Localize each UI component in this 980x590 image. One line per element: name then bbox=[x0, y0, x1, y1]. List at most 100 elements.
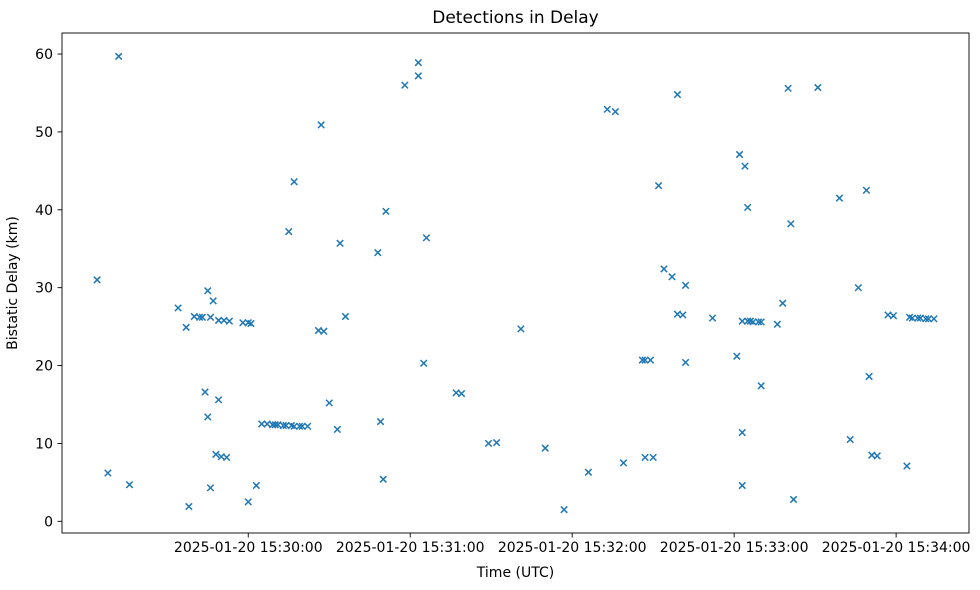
scatter-point bbox=[779, 299, 787, 307]
y-tick-label: 40 bbox=[35, 203, 53, 219]
scatter-point bbox=[735, 150, 744, 159]
scatter-point bbox=[214, 396, 223, 404]
scatter-point bbox=[204, 413, 212, 421]
scatter-point bbox=[619, 459, 628, 467]
scatter-point bbox=[222, 453, 231, 462]
scatter-point bbox=[290, 422, 298, 431]
scatter-point bbox=[749, 318, 757, 326]
scatter-point bbox=[114, 52, 123, 61]
scatter-point bbox=[206, 484, 215, 492]
scatter-point bbox=[336, 239, 344, 248]
scatter-point bbox=[174, 304, 182, 312]
scatter-point bbox=[865, 372, 873, 381]
scatter-point bbox=[708, 314, 717, 322]
scatter-point bbox=[835, 194, 844, 202]
scatter-point bbox=[285, 227, 293, 236]
scatter-point bbox=[757, 382, 765, 390]
scatter-points bbox=[93, 52, 938, 514]
x-tick-label: 2025-01-20 15:30:00 bbox=[174, 540, 323, 556]
scatter-point bbox=[195, 313, 204, 321]
scatter-point bbox=[204, 287, 212, 295]
scatter-point bbox=[104, 469, 112, 477]
scatter-point bbox=[317, 121, 325, 129]
x-tick-label: 2025-01-20 15:31:00 bbox=[336, 540, 485, 556]
y-tick-label: 0 bbox=[44, 514, 53, 530]
scatter-point bbox=[414, 72, 423, 80]
scatter-point bbox=[239, 318, 247, 327]
chart-title: Detections in Delay bbox=[432, 8, 599, 28]
y-axis-ticks: 0 10 20 30 40 50 60 bbox=[35, 47, 62, 530]
scatter-point bbox=[673, 90, 682, 99]
scatter-point bbox=[738, 428, 746, 437]
scatter-point bbox=[603, 105, 612, 114]
y-axis-label: Bistatic Delay (km) bbox=[5, 216, 21, 350]
scatter-point bbox=[182, 323, 190, 332]
scatter-point bbox=[258, 420, 266, 428]
scatter-point bbox=[738, 317, 746, 325]
scatter-point bbox=[913, 314, 922, 322]
scatter-point bbox=[201, 388, 209, 396]
scatter-point bbox=[641, 453, 649, 462]
scatter-point bbox=[198, 313, 207, 321]
scatter-point bbox=[484, 439, 493, 448]
scatter-point bbox=[382, 207, 390, 216]
scatter-point bbox=[214, 316, 223, 325]
scatter-point bbox=[457, 389, 466, 398]
scatter-point bbox=[419, 359, 428, 367]
scatter-point bbox=[903, 462, 911, 470]
scatter-point bbox=[846, 435, 854, 444]
scatter-point bbox=[252, 481, 261, 490]
scatter-point bbox=[660, 265, 668, 273]
scatter-point bbox=[517, 325, 525, 333]
scatter-point bbox=[741, 162, 749, 170]
scatter-point bbox=[341, 312, 350, 321]
scatter-point bbox=[584, 468, 593, 476]
scatter-point bbox=[560, 505, 568, 514]
scatter-point bbox=[541, 444, 549, 452]
scatter-point bbox=[789, 495, 798, 504]
scatter-point bbox=[295, 422, 304, 431]
scatter-point bbox=[422, 234, 431, 242]
scatter-point bbox=[738, 481, 746, 490]
scatter-point bbox=[668, 273, 676, 281]
scatter-point bbox=[654, 181, 663, 190]
scatter-point bbox=[185, 502, 193, 511]
plot-border bbox=[61, 32, 970, 534]
scatter-point bbox=[376, 417, 385, 426]
scatter-point bbox=[930, 315, 938, 323]
scatter-point bbox=[225, 317, 234, 325]
x-tick-label: 2025-01-20 15:33:00 bbox=[660, 540, 809, 556]
scatter-point bbox=[268, 421, 277, 429]
scatter-point bbox=[244, 498, 252, 506]
x-axis-ticks: 2025-01-20 15:30:00 2025-01-20 15:31:00 20… bbox=[174, 533, 971, 556]
y-tick-label: 60 bbox=[35, 47, 53, 63]
scatter-point bbox=[757, 318, 765, 326]
scatter-point bbox=[414, 58, 423, 67]
scatter-point bbox=[908, 314, 917, 322]
scatter-point bbox=[492, 438, 501, 447]
scatter-point bbox=[279, 421, 288, 430]
scatter-point bbox=[733, 352, 741, 360]
scatter-point bbox=[247, 319, 255, 328]
x-tick-label: 2025-01-20 15:34:00 bbox=[822, 540, 971, 556]
y-tick-label: 20 bbox=[35, 359, 53, 375]
scatter-point bbox=[773, 320, 782, 329]
scatter-point bbox=[374, 248, 382, 257]
y-tick-label: 50 bbox=[35, 125, 53, 141]
scatter-point bbox=[379, 475, 387, 483]
scatter-point bbox=[787, 220, 795, 228]
scatter-point bbox=[125, 480, 134, 489]
scatter-point bbox=[649, 453, 657, 462]
scatter-point bbox=[889, 311, 898, 320]
scatter-point bbox=[325, 399, 333, 407]
x-axis-label: Time (UTC) bbox=[476, 565, 554, 581]
x-tick-label: 2025-01-20 15:32:00 bbox=[498, 540, 647, 556]
scatter-point bbox=[212, 450, 220, 459]
scatter-point bbox=[924, 315, 933, 323]
scatter-point bbox=[754, 318, 763, 326]
scatter-point bbox=[922, 315, 930, 323]
scatter-point bbox=[401, 81, 409, 89]
